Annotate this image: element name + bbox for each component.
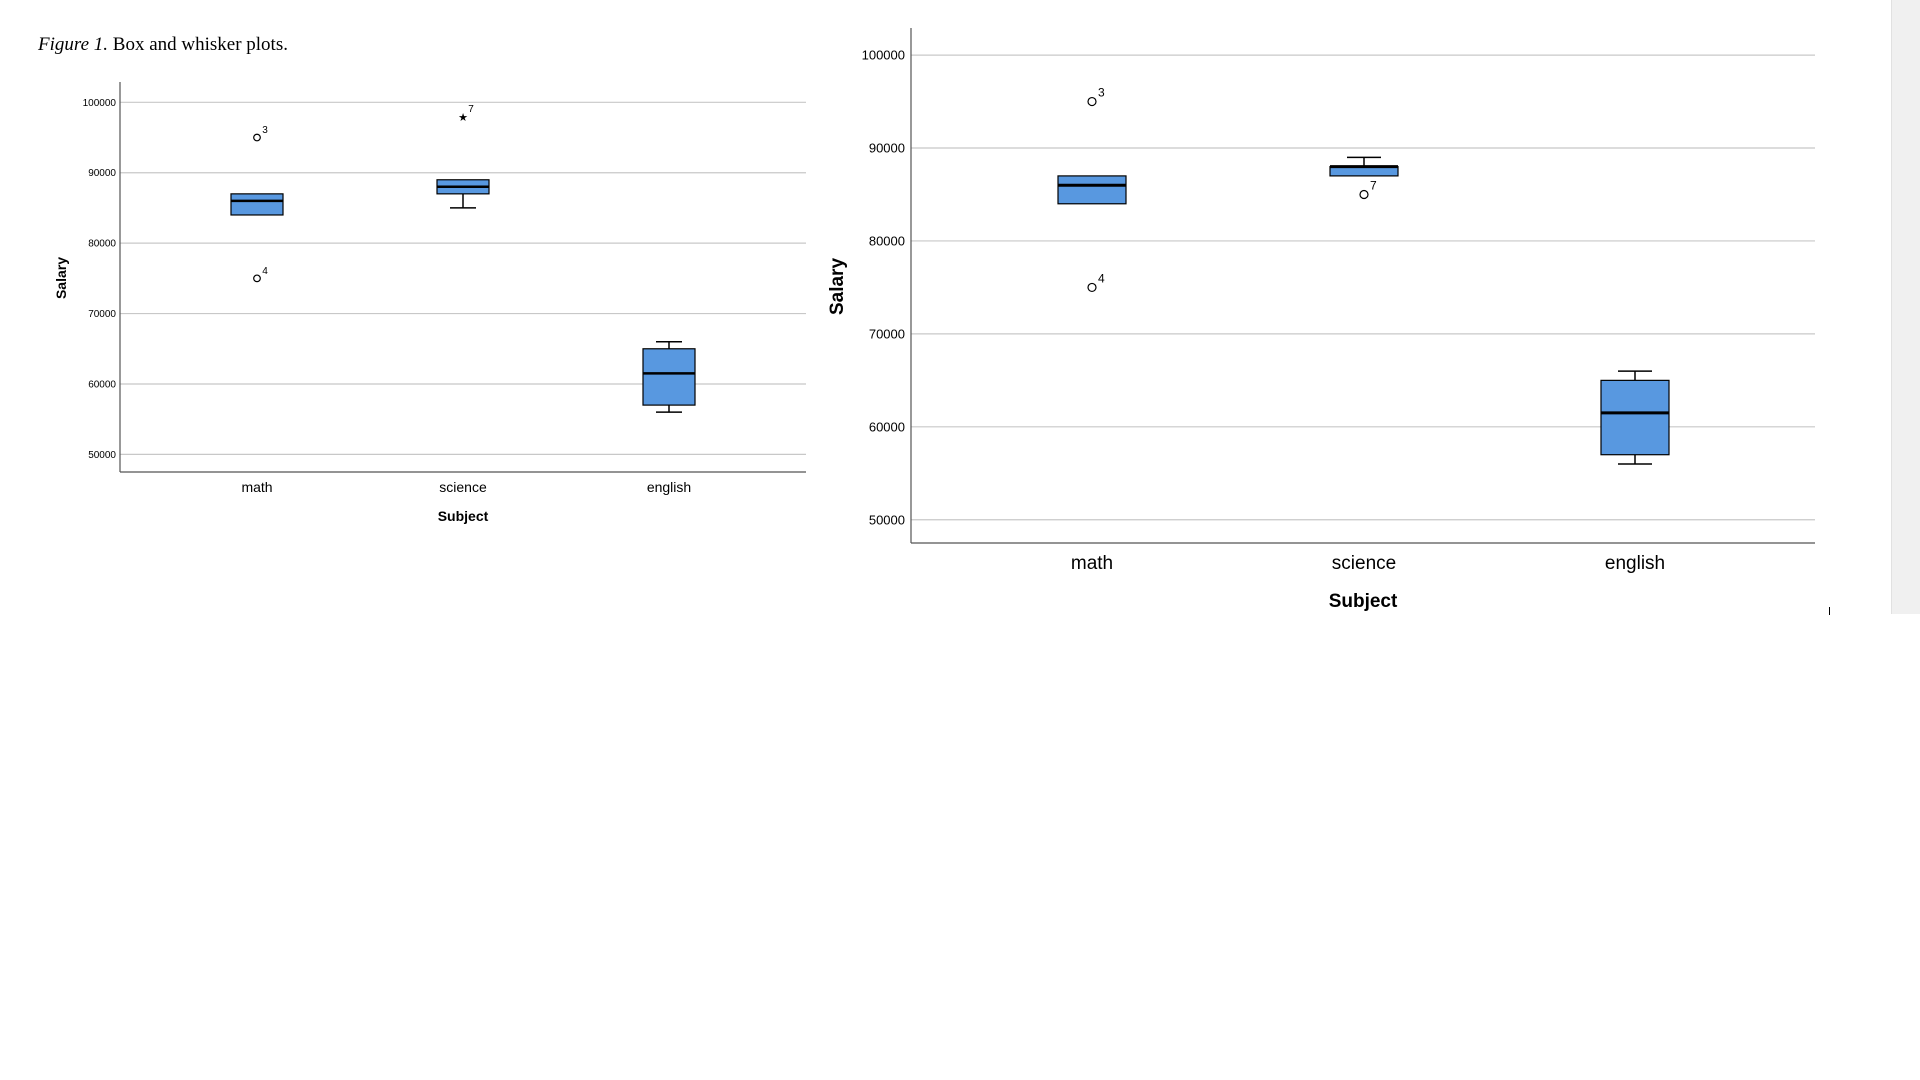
figure-caption-text: Box and whisker plots. xyxy=(108,34,288,55)
outlier-label: 7 xyxy=(1370,178,1377,192)
y-axis-title: Salary xyxy=(53,257,69,299)
outlier-label: 3 xyxy=(262,125,268,136)
iqr-box xyxy=(230,193,284,216)
y-tick-label: 100000 xyxy=(83,98,117,109)
outlier-label: 3 xyxy=(1098,86,1105,100)
y-axis-title: Salary xyxy=(827,258,848,315)
y-tick-label: 60000 xyxy=(869,419,905,434)
iqr-box xyxy=(1057,175,1127,205)
y-tick-label: 50000 xyxy=(869,512,905,527)
iqr-box xyxy=(1600,379,1670,456)
box-english xyxy=(642,340,696,413)
y-tick-label: 70000 xyxy=(88,309,116,320)
y-tick-label: 90000 xyxy=(869,141,905,156)
y-tick-label: 60000 xyxy=(88,379,116,390)
outlier-marker xyxy=(1087,282,1097,293)
figure-label: Figure 1. xyxy=(38,34,109,55)
vertical-scrollbar[interactable] xyxy=(1891,0,1920,614)
box-math xyxy=(1057,175,1127,205)
y-tick-label: 80000 xyxy=(869,234,905,249)
x-tick-label-english: english xyxy=(647,479,691,495)
boxplot-chart-small: 50000 60000 70000 80000 90000 100000 math scien… xyxy=(53,82,806,524)
y-tick-label: 50000 xyxy=(88,450,116,461)
y-tick-label: 70000 xyxy=(869,326,905,341)
figure-caption: Figure 1. Box and whisker plots. xyxy=(38,34,288,56)
iqr-box xyxy=(642,348,696,406)
box-english xyxy=(1600,370,1670,465)
outlier-label: 4 xyxy=(1098,271,1105,285)
y-tick-label: 100000 xyxy=(862,48,905,63)
outlier-marker xyxy=(253,133,261,142)
text-cursor xyxy=(1829,607,1830,615)
x-tick-label-science: science xyxy=(1332,553,1396,574)
x-tick-label-science: science xyxy=(439,479,487,495)
x-tick-label-english: english xyxy=(1605,553,1665,574)
outlier-marker xyxy=(253,274,261,283)
y-tick-label: 80000 xyxy=(88,239,116,250)
outlier-label: 4 xyxy=(262,266,268,277)
boxplot-chart-large: 50000 60000 70000 80000 90000 100000 math scien… xyxy=(827,28,1815,612)
box-science xyxy=(436,179,490,209)
x-axis-title: Subject xyxy=(438,508,489,524)
box-math xyxy=(230,193,284,216)
outlier-marker xyxy=(1359,189,1369,200)
y-tick-label: 90000 xyxy=(88,168,116,179)
outlier-marker xyxy=(1087,96,1097,107)
outlier-extreme-marker: ★ xyxy=(458,111,468,124)
x-tick-label-math: math xyxy=(241,479,272,495)
box-science xyxy=(1329,156,1399,177)
x-tick-label-math: math xyxy=(1071,553,1113,574)
outlier-label: 7 xyxy=(468,104,474,115)
x-axis-title: Subject xyxy=(1329,591,1398,612)
